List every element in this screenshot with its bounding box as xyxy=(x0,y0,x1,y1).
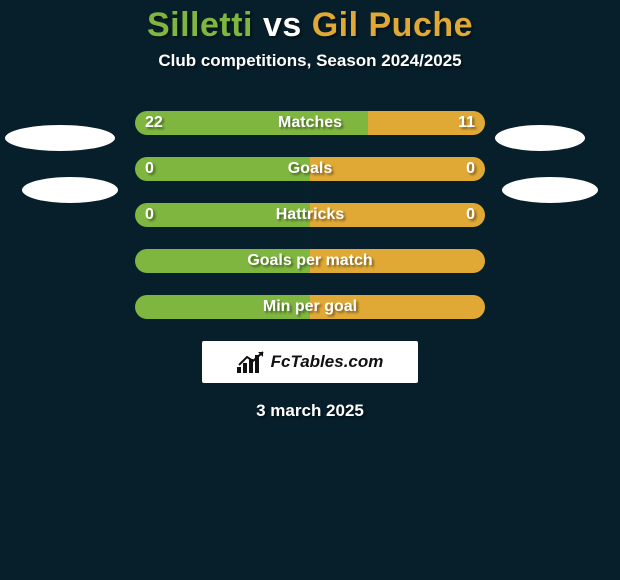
stat-bar xyxy=(135,111,485,135)
stat-bar-left xyxy=(135,249,310,273)
player-photo-placeholder xyxy=(5,125,115,151)
stat-bar-right xyxy=(310,295,485,319)
player1-name: Silletti xyxy=(147,6,253,44)
comparison-card: Silletti vs Gil Puche Club competitions,… xyxy=(0,0,620,580)
player2-name: Gil Puche xyxy=(312,6,473,44)
stat-bar-left xyxy=(135,157,310,181)
stat-bar xyxy=(135,249,485,273)
stat-row: Matches2211 xyxy=(135,111,485,135)
stat-bar xyxy=(135,203,485,227)
subtitle: Club competitions, Season 2024/2025 xyxy=(0,51,620,71)
logo-box: FcTables.com xyxy=(202,341,418,383)
stat-bar-right xyxy=(368,111,485,135)
logo-bars-icon xyxy=(237,351,265,373)
stat-row: Hattricks00 xyxy=(135,203,485,227)
stat-bar-right xyxy=(310,157,485,181)
stat-row: Goals per match xyxy=(135,249,485,273)
player-photo-placeholder xyxy=(502,177,598,203)
stat-bar-right xyxy=(310,203,485,227)
player-photo-placeholder xyxy=(22,177,118,203)
stat-bar-left xyxy=(135,295,310,319)
date-text: 3 march 2025 xyxy=(0,401,620,421)
stat-bar xyxy=(135,295,485,319)
stat-row: Goals00 xyxy=(135,157,485,181)
logo-text: FcTables.com xyxy=(271,352,384,372)
stat-bar xyxy=(135,157,485,181)
stat-bar-left xyxy=(135,111,368,135)
stat-bar-left xyxy=(135,203,310,227)
vs-text: vs xyxy=(263,6,302,44)
stat-bar-right xyxy=(310,249,485,273)
page-title: Silletti vs Gil Puche xyxy=(0,0,620,45)
stat-row: Min per goal xyxy=(135,295,485,319)
player-photo-placeholder xyxy=(495,125,585,151)
